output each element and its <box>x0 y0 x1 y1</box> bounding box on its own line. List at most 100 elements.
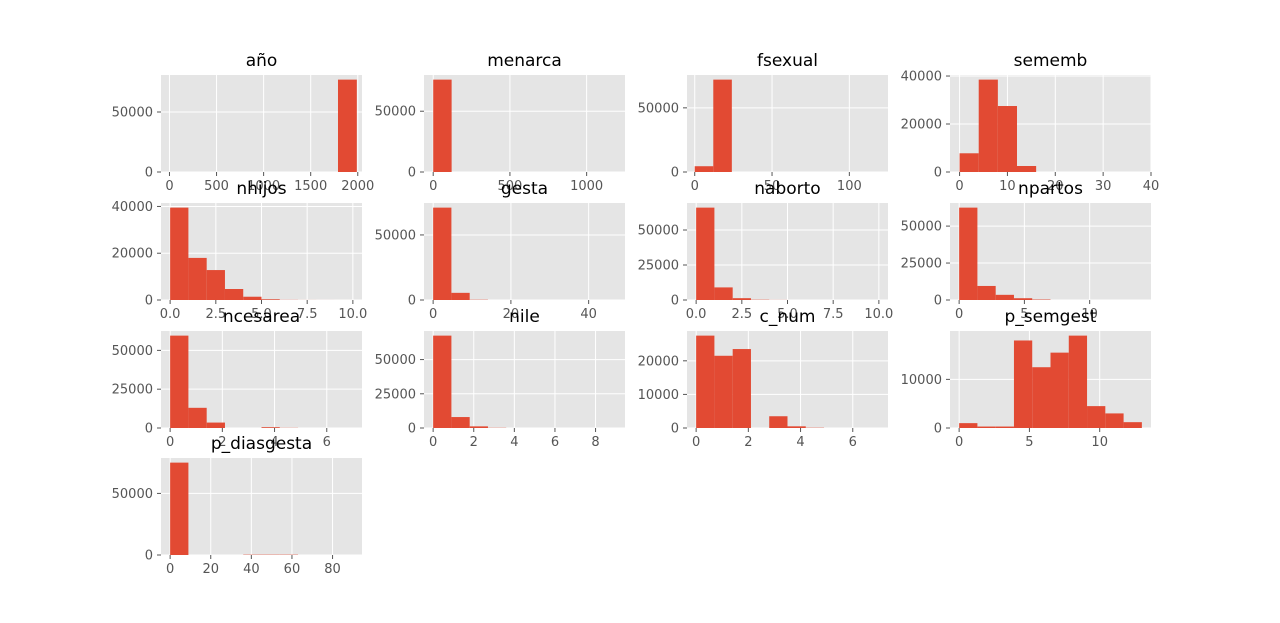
panel-title-menarca: menarca <box>487 51 562 71</box>
x-tick-label-fsexual-1: 50 <box>764 179 781 194</box>
y-tick-label-ncesarea-0: 0 <box>145 422 153 437</box>
x-tick-label-p-diasgesta-4: 80 <box>324 562 341 577</box>
x-tick-label-naborto-0: 0.0 <box>686 307 707 322</box>
histogram-panel-naborto: 0.0 2.5 5.0 7.5 10.0 0 25000 50000 naborto <box>638 179 894 322</box>
y-tick-label-npartos-0: 0 <box>934 294 942 309</box>
histogram-bar-naborto-1 <box>714 287 733 300</box>
histogram-bar-nhijos-0 <box>170 207 189 300</box>
histogram-bar-gesta-0 <box>433 207 452 300</box>
x-tick-label-nhijos-3: 7.5 <box>297 307 318 322</box>
y-tick-label-sememb-1: 20000 <box>901 118 942 133</box>
histogram-bar-sememb-1 <box>978 79 998 172</box>
panel-title-nhijos: nhijos <box>236 179 286 199</box>
y-tick-label-ncesarea-1: 25000 <box>112 383 153 398</box>
y-tick-label-npartos-1: 25000 <box>901 257 942 272</box>
plot-area-p-diasgesta <box>161 458 362 555</box>
panel-title-gesta: gesta <box>501 179 548 199</box>
histogram-bar-nhijos-1 <box>188 257 207 300</box>
histogram-bar-fsexual-1 <box>713 79 732 172</box>
histogram-bar-sememb-3 <box>1017 166 1037 172</box>
plot-area-npartos <box>950 203 1151 300</box>
y-tick-label-nile-1: 25000 <box>375 387 416 402</box>
y-tick-label-p-semgest-0: 0 <box>934 422 942 437</box>
histogram-panel-menarca: 0 500 1000 0 50000 menarca <box>375 51 625 194</box>
x-tick-label-menarca-2: 1000 <box>570 179 603 194</box>
y-tick-label-nile-2: 50000 <box>375 353 416 368</box>
histogram-bar-ncesarea-2 <box>206 422 225 428</box>
y-tick-label-fsexual-1: 50000 <box>638 101 679 116</box>
histogram-panel-fsexual: 0 50 100 0 50000 fsexual <box>638 51 888 194</box>
x-tick-label-p-diasgesta-2: 40 <box>243 562 260 577</box>
x-tick-label-naborto-3: 7.5 <box>823 307 844 322</box>
x-tick-label-fsexual-2: 100 <box>837 179 862 194</box>
x-tick-label-c-num-3: 6 <box>849 435 857 450</box>
histogram-bar-sememb-0 <box>959 153 979 172</box>
histogram-bar-nile-1 <box>451 417 470 428</box>
histogram-bar-c-num-3 <box>769 416 788 428</box>
y-tick-label-fsexual-0: 0 <box>671 166 679 181</box>
panel-title-p-semgest: p_semgest <box>1005 307 1097 327</box>
y-tick-label-npartos-2: 50000 <box>901 220 942 235</box>
histogram-bar-p-semgest-2 <box>995 426 1014 428</box>
x-tick-label-ncesarea-0: 0 <box>166 435 174 450</box>
histogram-panel-gesta: 0 20 40 0 50000 gesta <box>375 179 625 322</box>
x-tick-label-npartos-1: 5 <box>1020 307 1028 322</box>
x-tick-label-nile-2: 4 <box>510 435 518 450</box>
x-tick-label-ano-2: 1000 <box>247 179 280 194</box>
x-tick-label-c-num-0: 0 <box>692 435 700 450</box>
y-tick-label-ano-0: 0 <box>145 166 153 181</box>
plot-area-gesta <box>424 203 625 300</box>
y-tick-label-gesta-0: 0 <box>408 294 416 309</box>
histogram-bar-c-num-1 <box>714 355 733 428</box>
y-tick-label-c-num-0: 0 <box>671 422 679 437</box>
y-tick-label-naborto-2: 50000 <box>638 224 679 239</box>
y-tick-label-sememb-2: 40000 <box>901 70 942 85</box>
histogram-bar-npartos-2 <box>995 294 1014 300</box>
histogram-bar-gesta-1 <box>451 292 470 300</box>
panel-title-ncesarea: ncesarea <box>223 307 300 327</box>
x-tick-label-sememb-1: 10 <box>999 179 1016 194</box>
plot-area-menarca <box>424 75 625 172</box>
x-tick-label-npartos-2: 10 <box>1081 307 1098 322</box>
x-tick-label-naborto-2: 5.0 <box>777 307 798 322</box>
x-tick-label-ncesarea-3: 6 <box>323 435 331 450</box>
histogram-bar-nhijos-4 <box>243 296 262 300</box>
y-tick-label-nhijos-0: 0 <box>145 294 153 309</box>
panel-title-naborto: naborto <box>754 179 820 199</box>
histogram-bar-fsexual-0 <box>694 166 714 172</box>
y-tick-label-ano-1: 50000 <box>112 106 153 121</box>
panel-title-sememb: sememb <box>1014 51 1088 71</box>
histogram-bar-p-semgest-6 <box>1068 335 1088 428</box>
x-tick-label-sememb-0: 0 <box>955 179 963 194</box>
x-tick-label-ano-0: 0 <box>165 179 173 194</box>
histogram-bar-p-semgest-8 <box>1105 413 1124 428</box>
histogram-panel-p-semgest: 0 5 10 0 10000 p_semgest <box>901 307 1151 450</box>
y-tick-label-c-num-2: 20000 <box>638 354 679 369</box>
histogram-panel-nile: 0 2 4 6 8 0 25000 50000 nile <box>375 307 625 450</box>
histogram-bar-p-semgest-0 <box>959 423 978 428</box>
histogram-bar-p-semgest-9 <box>1123 422 1142 428</box>
x-tick-label-fsexual-0: 0 <box>691 179 699 194</box>
histogram-bar-p-semgest-3 <box>1013 340 1033 428</box>
x-tick-label-gesta-1: 20 <box>503 307 520 322</box>
histogram-bar-p-diasgesta-0 <box>170 462 189 555</box>
y-tick-label-nhijos-2: 40000 <box>112 200 153 215</box>
y-tick-label-sememb-0: 0 <box>934 166 942 181</box>
y-tick-label-nhijos-1: 20000 <box>112 247 153 262</box>
y-tick-label-p-diasgesta-1: 50000 <box>112 487 153 502</box>
x-tick-label-nile-4: 8 <box>591 435 599 450</box>
x-tick-label-sememb-3: 30 <box>1095 179 1112 194</box>
histogram-bar-c-num-4 <box>787 426 806 428</box>
y-tick-label-p-diasgesta-0: 0 <box>145 549 153 564</box>
y-tick-label-gesta-1: 50000 <box>375 228 416 243</box>
panel-title-c-num: c_num <box>760 307 816 327</box>
histogram-bar-naborto-2 <box>732 298 751 300</box>
x-tick-label-p-semgest-2: 10 <box>1091 435 1108 450</box>
x-tick-label-p-semgest-1: 5 <box>1025 435 1033 450</box>
x-tick-label-menarca-1: 500 <box>498 179 523 194</box>
histogram-bar-nile-0 <box>433 335 452 428</box>
x-tick-label-c-num-2: 4 <box>796 435 804 450</box>
x-tick-label-p-diasgesta-0: 0 <box>166 562 174 577</box>
